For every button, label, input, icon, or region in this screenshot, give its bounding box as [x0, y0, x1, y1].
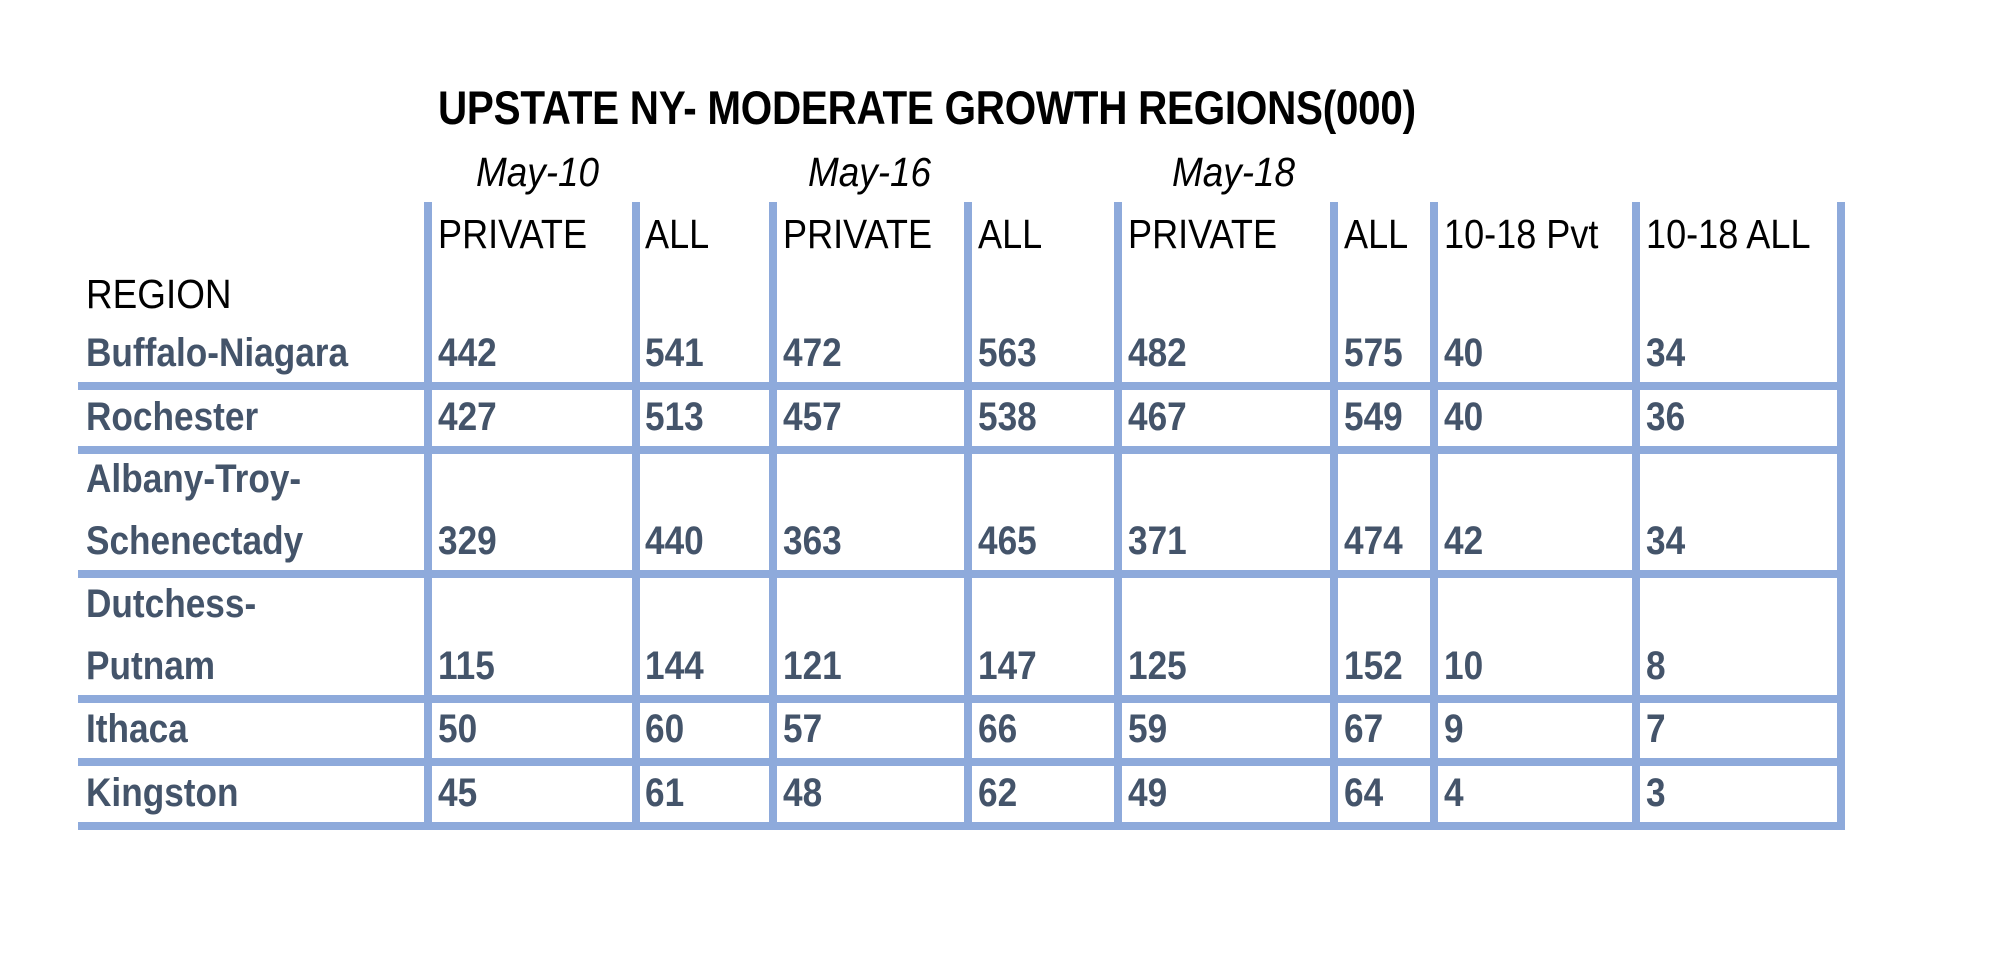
- table-cell: 66: [978, 707, 1018, 751]
- col-header-change-pvt: 10-18 Pvt: [1444, 211, 1599, 257]
- table-cell: 147: [978, 644, 1037, 688]
- period-may-18: May-18: [1172, 149, 1296, 195]
- table-cell: 115: [438, 644, 495, 688]
- table-cell: 50: [438, 707, 478, 751]
- period-may-16: May-16: [808, 149, 932, 195]
- table-cell: 482: [1128, 331, 1187, 375]
- grid-hline: [78, 570, 1845, 578]
- table-cell: 67: [1344, 707, 1384, 751]
- region-name: Kingston: [86, 771, 239, 815]
- table-cell: 64: [1344, 771, 1384, 815]
- col-header-may18-private: PRIVATE: [1128, 211, 1278, 257]
- table-cell: 472: [783, 331, 842, 375]
- grid-hline: [78, 382, 1845, 390]
- grid-hline: [78, 758, 1845, 766]
- grid-vline: [1430, 202, 1438, 830]
- table-cell: 329: [438, 519, 497, 563]
- col-header-may10-private: PRIVATE: [438, 211, 588, 257]
- table-cell: 34: [1646, 519, 1686, 563]
- table-cell: 144: [645, 644, 704, 688]
- table-cell: 440: [645, 519, 704, 563]
- table-cell: 363: [783, 519, 842, 563]
- table-cell: 541: [645, 331, 704, 375]
- table-cell: 563: [978, 331, 1037, 375]
- col-header-may10-all: ALL: [645, 211, 710, 257]
- table-cell: 45: [438, 771, 478, 815]
- region-header: REGION: [86, 271, 232, 317]
- col-header-may16-private: PRIVATE: [783, 211, 933, 257]
- table-cell: 465: [978, 519, 1037, 563]
- grid-hline: [78, 446, 1845, 454]
- table-cell: 34: [1646, 331, 1686, 375]
- table-cell: 40: [1444, 395, 1484, 439]
- table-cell: 57: [783, 707, 823, 751]
- table-cell: 125: [1128, 644, 1187, 688]
- col-header-change-all: 10-18 ALL: [1646, 211, 1811, 257]
- table-cell: 575: [1344, 331, 1403, 375]
- region-name-line2: Putnam: [86, 644, 216, 688]
- table-cell: 59: [1128, 707, 1168, 751]
- table-title: UPSTATE NY- MODERATE GROWTH REGIONS(000): [438, 81, 1416, 134]
- table-cell: 3: [1646, 771, 1666, 815]
- region-name: Rochester: [86, 395, 259, 439]
- col-header-may16-all: ALL: [978, 211, 1043, 257]
- table-cell: 60: [645, 707, 685, 751]
- grid-vline: [1330, 202, 1338, 830]
- grid-vline: [1632, 202, 1640, 830]
- table-cell: 8: [1646, 644, 1666, 688]
- grid-hline: [78, 695, 1845, 703]
- table-cell: 42: [1444, 519, 1484, 563]
- grid-vline: [769, 202, 777, 830]
- region-name: Buffalo-Niagara: [86, 331, 349, 375]
- region-name: Ithaca: [86, 707, 188, 751]
- table-cell: 457: [783, 395, 842, 439]
- grid-hline: [78, 822, 1845, 830]
- table-cell: 9: [1444, 707, 1464, 751]
- grid-vline: [632, 202, 640, 830]
- table-cell: 62: [978, 771, 1018, 815]
- region-name: Dutchess-: [86, 582, 257, 626]
- table-cell: 513: [645, 395, 704, 439]
- grid-vline: [424, 202, 432, 830]
- table-cell: 10: [1444, 644, 1484, 688]
- table-cell: 61: [645, 771, 685, 815]
- table-cell: 121: [783, 644, 842, 688]
- grid-vline: [1114, 202, 1122, 830]
- table-cell: 49: [1128, 771, 1168, 815]
- col-header-may18-all: ALL: [1344, 211, 1409, 257]
- table-cell: 48: [783, 771, 823, 815]
- table-cell: 442: [438, 331, 497, 375]
- table-cell: 4: [1444, 771, 1464, 815]
- table-cell: 538: [978, 395, 1037, 439]
- table-cell: 7: [1646, 707, 1666, 751]
- table-cell: 36: [1646, 395, 1686, 439]
- table-cell: 427: [438, 395, 497, 439]
- table-cell: 474: [1344, 519, 1403, 563]
- region-name: Albany-Troy-: [86, 457, 302, 501]
- table-cell: 152: [1344, 644, 1403, 688]
- region-name-line2: Schenectady: [86, 519, 304, 563]
- period-may-10: May-10: [476, 149, 600, 195]
- table-cell: 40: [1444, 331, 1484, 375]
- grid-vline: [1837, 202, 1845, 830]
- table-cell: 467: [1128, 395, 1187, 439]
- table-cell: 371: [1128, 519, 1187, 563]
- table-cell: 549: [1344, 395, 1403, 439]
- grid-vline: [964, 202, 972, 830]
